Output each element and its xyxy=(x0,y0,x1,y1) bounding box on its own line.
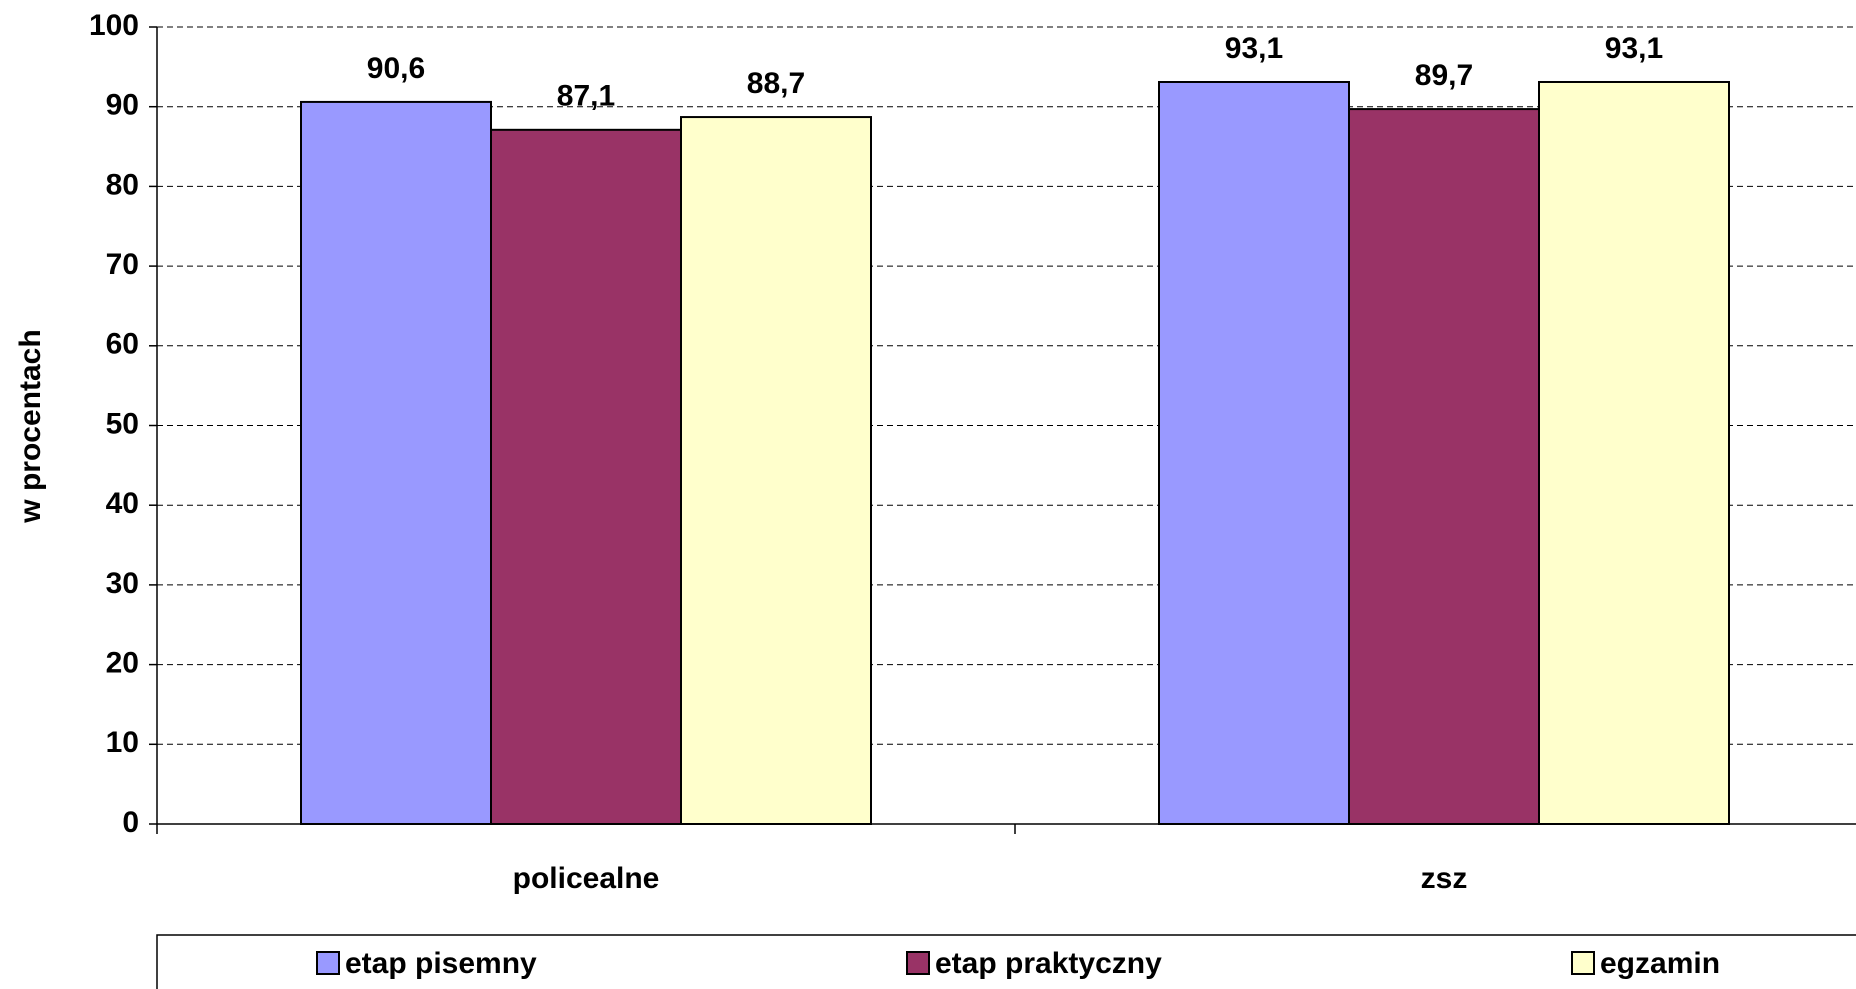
y-tick-label: 70 xyxy=(106,248,139,281)
y-tick-label: 40 xyxy=(106,487,139,520)
y-tick-label: 0 xyxy=(122,806,139,839)
y-tick-label: 100 xyxy=(89,9,139,42)
y-tick-label: 20 xyxy=(106,647,139,680)
x-tick-label: zsz xyxy=(1421,862,1468,895)
legend-label: egzamin xyxy=(1600,947,1720,980)
legend-swatch xyxy=(316,951,340,975)
legend-label: etap pisemny xyxy=(345,947,537,980)
value-label: 89,7 xyxy=(1415,59,1473,92)
x-tick-label: policealne xyxy=(513,862,660,895)
legend-swatch xyxy=(906,951,930,975)
y-tick-label: 30 xyxy=(106,567,139,600)
value-label: 93,1 xyxy=(1605,32,1663,65)
y-tick-label: 90 xyxy=(106,89,139,122)
y-tick-label: 80 xyxy=(106,168,139,201)
bar xyxy=(1538,80,1730,826)
value-label: 93,1 xyxy=(1225,32,1283,65)
legend-label: etap praktyczny xyxy=(935,947,1162,980)
legend-swatch xyxy=(1571,951,1595,975)
value-label: 88,7 xyxy=(747,67,805,100)
y-tick-label: 50 xyxy=(106,407,139,440)
bar xyxy=(1158,80,1350,826)
value-label: 87,1 xyxy=(557,80,615,113)
value-label: 90,6 xyxy=(367,52,425,85)
y-tick-label: 10 xyxy=(106,726,139,759)
bar xyxy=(1348,108,1540,825)
bar xyxy=(490,128,682,826)
y-axis-label: w procentach xyxy=(14,329,47,523)
y-tick-label: 60 xyxy=(106,328,139,361)
bar xyxy=(680,116,872,826)
bar xyxy=(300,100,492,825)
